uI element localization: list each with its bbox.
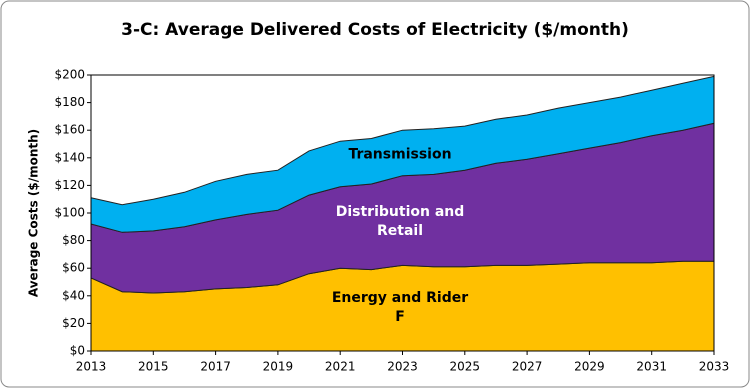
series-label: Distribution and Retail: [335, 204, 465, 239]
series-label: Energy and Rider F: [331, 290, 469, 325]
x-tick-label: 2017: [200, 360, 231, 374]
y-tick-label: $80: [62, 233, 85, 247]
x-tick-label: 2021: [325, 360, 356, 374]
chart-title: 3-C: Average Delivered Costs of Electric…: [121, 20, 629, 40]
y-tick-label: $0: [70, 344, 85, 358]
x-tick-label: 2029: [574, 360, 605, 374]
x-tick-label: 2025: [450, 360, 481, 374]
y-axis-label: Average Costs ($/month): [27, 129, 41, 297]
y-tick-label: $60: [62, 261, 85, 275]
y-tick-label: $140: [54, 150, 85, 164]
y-tick-label: $120: [54, 178, 85, 192]
x-tick-label: 2027: [512, 360, 543, 374]
x-tick-label: 2013: [76, 360, 107, 374]
y-tick-label: $40: [62, 288, 85, 302]
x-tick-label: 2033: [699, 360, 730, 374]
x-tick-label: 2031: [636, 360, 667, 374]
x-tick-label: 2015: [138, 360, 169, 374]
y-tick-label: $20: [62, 316, 85, 330]
x-tick-label: 2019: [263, 360, 294, 374]
series-label: Transmission: [348, 146, 452, 163]
y-tick-label: $180: [54, 95, 85, 109]
x-tick-label: 2023: [387, 360, 418, 374]
y-tick-label: $160: [54, 123, 85, 137]
y-tick-label: $100: [54, 206, 85, 220]
y-tick-label: $200: [54, 68, 85, 82]
